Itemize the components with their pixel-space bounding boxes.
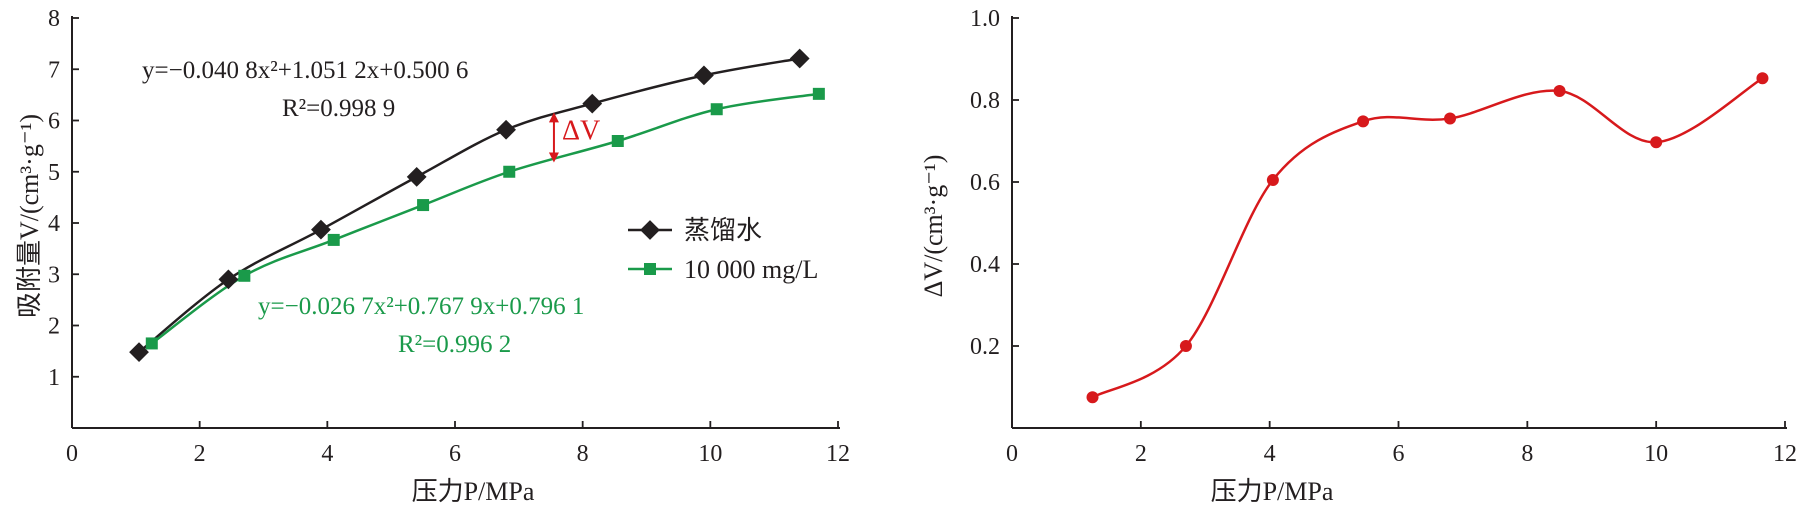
- data-point-diamond: [406, 166, 427, 187]
- green-fit-r2: R²=0.996 2: [398, 331, 511, 358]
- data-point-square: [503, 165, 516, 178]
- black-fit-equation: y=−0.040 8x²+1.051 2x+0.500 6: [142, 57, 468, 84]
- right-series-markers: [1086, 72, 1769, 404]
- legend-item-distilled-water: 蒸馏水: [628, 216, 762, 245]
- x-tick-label: 4: [321, 441, 333, 467]
- right-x-axis-label: 压力P/MPa: [1211, 477, 1334, 506]
- x-tick-label: 12: [826, 441, 850, 467]
- legend-item-10000: 10 000 mg/L: [628, 255, 818, 284]
- right-y-axis-label: ΔV/(cm³·g⁻¹): [919, 155, 948, 298]
- data-point-circle: [1756, 72, 1769, 85]
- y-tick-label: 6: [48, 109, 60, 135]
- data-point-diamond: [218, 269, 239, 290]
- y-tick-label: 0.8: [970, 88, 1000, 114]
- delta-v-annotation: ΔV: [548, 112, 600, 163]
- x-tick-label: 2: [1135, 441, 1147, 467]
- data-point-diamond: [496, 119, 516, 140]
- data-point-circle: [1266, 173, 1279, 186]
- left-x-axis-label: 压力P/MPa: [412, 477, 535, 506]
- x-tick-label: 6: [449, 441, 461, 467]
- data-point-circle: [1086, 391, 1099, 404]
- y-tick-label: 0.6: [970, 170, 1000, 196]
- green-fit-equation: y=−0.026 7x²+0.767 9x+0.796 1: [258, 293, 584, 320]
- data-point-diamond: [311, 219, 331, 240]
- data-point-diamond: [789, 48, 810, 69]
- y-tick-label: 0.2: [970, 334, 1000, 360]
- y-tick-label: 0.4: [970, 252, 1000, 278]
- left-series-lines: [138, 57, 820, 354]
- x-tick-label: 0: [66, 441, 78, 467]
- data-point-square: [145, 337, 158, 350]
- y-tick-label: 8: [48, 6, 60, 32]
- x-tick-label: 6: [1393, 441, 1405, 467]
- y-tick-label: 2: [48, 314, 60, 340]
- legend-diamond-icon: [640, 220, 660, 240]
- left-y-axis-label: 吸附量V/(cm³·g⁻¹): [15, 114, 44, 318]
- delta-v-label: ΔV: [562, 115, 600, 146]
- x-tick-label: 0: [1006, 441, 1018, 467]
- data-point-square: [238, 269, 251, 282]
- data-point-square: [417, 199, 430, 212]
- data-point-circle: [1179, 340, 1192, 352]
- legend-square-icon: [644, 263, 656, 275]
- data-point-circle: [1553, 84, 1566, 97]
- data-point-square: [611, 135, 624, 147]
- right-chart: 0 2 4 6 8 10 12 0.2 0.4 0.6 0.8 1.0 压力P/MPa ΔV/(cm³…: [919, 6, 1797, 506]
- y-tick-label: 5: [48, 160, 60, 186]
- data-point-diamond: [582, 93, 603, 114]
- black-fit-annotation: y=−0.040 8x²+1.051 2x+0.500 6 R²=0.998 9: [142, 57, 468, 122]
- green-fit-annotation: y=−0.026 7x²+0.767 9x+0.796 1 R²=0.996 2: [258, 293, 584, 358]
- data-point-diamond: [129, 342, 149, 363]
- data-point-square: [812, 87, 825, 100]
- x-tick-label: 4: [1264, 441, 1276, 467]
- series-line-0: [138, 57, 800, 354]
- delta-v-line: [1091, 77, 1764, 399]
- data-point-square: [710, 103, 723, 116]
- black-fit-r2: R²=0.998 9: [282, 95, 395, 122]
- x-tick-label: 12: [1773, 441, 1797, 467]
- data-point-diamond: [694, 65, 714, 86]
- series-line-1: [151, 92, 820, 345]
- y-tick-label: 1.0: [970, 6, 1000, 32]
- y-tick-label: 1: [48, 365, 60, 391]
- x-tick-label: 10: [698, 441, 722, 467]
- data-point-square: [327, 233, 340, 246]
- legend-label-0: 蒸馏水: [684, 216, 762, 245]
- y-tick-label: 7: [48, 57, 60, 83]
- x-tick-label: 8: [577, 441, 589, 467]
- x-tick-label: 2: [194, 441, 206, 467]
- x-tick-label: 8: [1521, 441, 1533, 467]
- right-series-line: [1091, 77, 1764, 399]
- left-legend: 蒸馏水 10 000 mg/L: [628, 216, 818, 284]
- x-tick-label: 10: [1644, 441, 1668, 467]
- y-tick-label: 3: [48, 262, 60, 288]
- y-tick-label: 4: [48, 211, 60, 237]
- right-axes: 0 2 4 6 8 10 12 0.2 0.4 0.6 0.8 1.0: [970, 6, 1797, 467]
- data-point-circle: [1650, 136, 1663, 149]
- data-point-circle: [1357, 115, 1370, 128]
- legend-label-1: 10 000 mg/L: [684, 255, 818, 284]
- data-point-circle: [1444, 112, 1457, 125]
